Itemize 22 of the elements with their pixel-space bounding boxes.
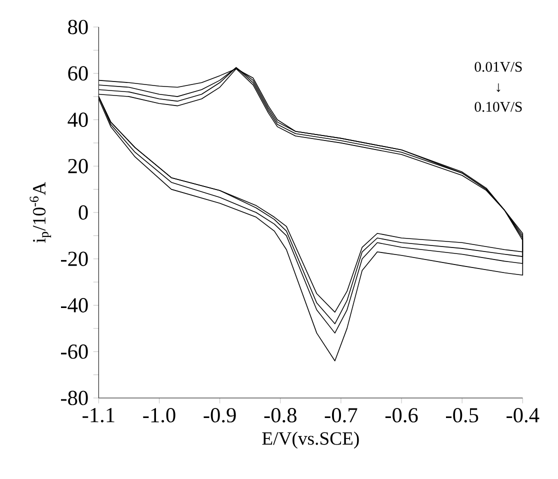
- annotation: 0.10V/S: [474, 102, 522, 112]
- y-tick-label: 20: [68, 158, 88, 174]
- y-tick-label: -60: [60, 344, 88, 359]
- x-tick-label: -0.5: [446, 408, 478, 423]
- y-tick-label: -40: [60, 298, 88, 312]
- y-axis-title: i$_{p}$/10$^{-6}$A: [30, 182, 52, 243]
- y-tick-label: 60: [68, 66, 88, 81]
- y-tick-label: -20: [60, 252, 88, 266]
- x-tick-label: -1.0: [143, 408, 176, 423]
- x-tick-label: -1.1: [82, 408, 114, 422]
- y-tick-label: 0: [78, 205, 88, 220]
- annotation: ↓: [496, 83, 500, 92]
- y-tick-label: 40: [68, 112, 88, 127]
- x-axis-title: E/V(vs.SCE): [262, 432, 359, 449]
- x-tick-label: -0.6: [385, 408, 418, 423]
- x-tick-label: -0.4: [506, 408, 540, 423]
- x-tick-label: -0.9: [204, 408, 236, 423]
- y-tick-label: -80: [60, 390, 88, 406]
- x-tick-label: -0.7: [324, 408, 358, 423]
- y-tick-label: 80: [68, 20, 88, 34]
- x-tick-label: -0.8: [264, 408, 296, 423]
- annotation: 0.01V/S: [474, 62, 522, 72]
